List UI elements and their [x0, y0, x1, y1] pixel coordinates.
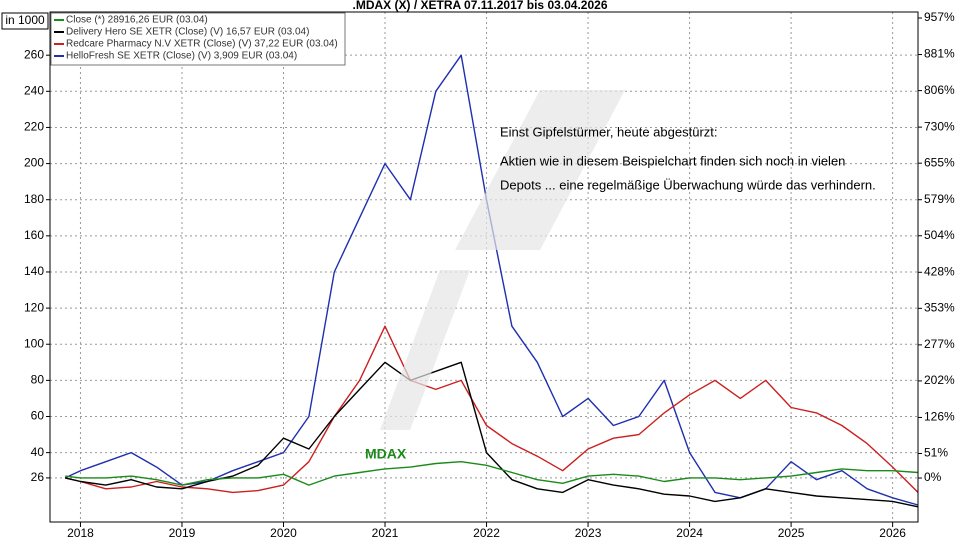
y2-tick-label: 730%: [924, 119, 955, 133]
y-tick-label: 26: [31, 470, 45, 484]
y2-tick-label: 579%: [924, 192, 955, 206]
y2-tick-label: 655%: [924, 155, 955, 169]
series-line: [65, 361, 919, 508]
y-axis-label: in 1000: [5, 13, 45, 27]
x-tick-label: 2019: [169, 526, 196, 540]
series-line: [65, 325, 919, 494]
y-tick-label: 220: [24, 120, 44, 134]
y2-tick-label: 0%: [924, 470, 942, 484]
legend-label: HelloFresh SE XETR (Close) (V) 3,909 EUR…: [66, 51, 297, 62]
watermark: [380, 270, 470, 430]
legend-label: Close (*) 28916,26 EUR (03.04): [66, 15, 208, 26]
annotation: Depots ... eine regelmäßige Überwachung …: [500, 177, 876, 192]
series-line: [65, 461, 919, 486]
y2-tick-label: 881%: [924, 47, 955, 61]
y-tick-label: 80: [31, 373, 45, 387]
x-tick-label: 2023: [575, 526, 602, 540]
y2-tick-label: 202%: [924, 373, 955, 387]
y2-tick-label: 957%: [924, 10, 955, 24]
x-tick-label: 2026: [879, 526, 906, 540]
y2-tick-label: 353%: [924, 301, 955, 315]
y-tick-label: 120: [24, 300, 44, 314]
y-tick-label: 100: [24, 336, 44, 350]
y2-tick-label: 504%: [924, 228, 955, 242]
annotation: Einst Gipfelstürmer, heute abgestürzt:: [500, 124, 718, 139]
y-tick-label: 260: [24, 47, 44, 61]
legend-label: Delivery Hero SE XETR (Close) (V) 16,57 …: [66, 27, 309, 38]
y2-tick-label: 51%: [924, 446, 948, 460]
x-tick-label: 2025: [778, 526, 805, 540]
y-tick-label: 200: [24, 156, 44, 170]
y-tick-label: 240: [24, 83, 44, 97]
y2-tick-label: 806%: [924, 83, 955, 97]
y2-tick-label: 126%: [924, 410, 955, 424]
watermark: [455, 90, 625, 250]
legend-box: [50, 12, 346, 66]
x-tick-label: 2018: [67, 526, 94, 540]
y2-tick-label: 428%: [924, 264, 955, 278]
y-tick-label: 160: [24, 228, 44, 242]
y2-tick-label: 277%: [924, 337, 955, 351]
y-tick-label: 60: [31, 409, 45, 423]
y-tick-label: 180: [24, 192, 44, 206]
x-tick-label: 2020: [270, 526, 297, 540]
legend: Close (*) 28916,26 EUR (03.04)Delivery H…: [50, 12, 346, 66]
x-tick-label: 2024: [676, 526, 703, 540]
annotation: Aktien wie in diesem Beispielchart finde…: [500, 153, 845, 168]
chart-title: .MDAX (X) / XETRA 07.11.2017 bis 03.04.2…: [352, 0, 607, 12]
series-label: MDAX: [365, 446, 407, 462]
y-label-box: [1, 12, 49, 30]
plot-frame: [49, 11, 919, 523]
y-tick-label: 140: [24, 264, 44, 278]
x-tick-label: 2022: [473, 526, 500, 540]
y-tick-label: 40: [31, 445, 45, 459]
x-tick-label: 2021: [372, 526, 399, 540]
legend-label: Redcare Pharmacy N.V XETR (Close) (V) 37…: [66, 39, 338, 50]
